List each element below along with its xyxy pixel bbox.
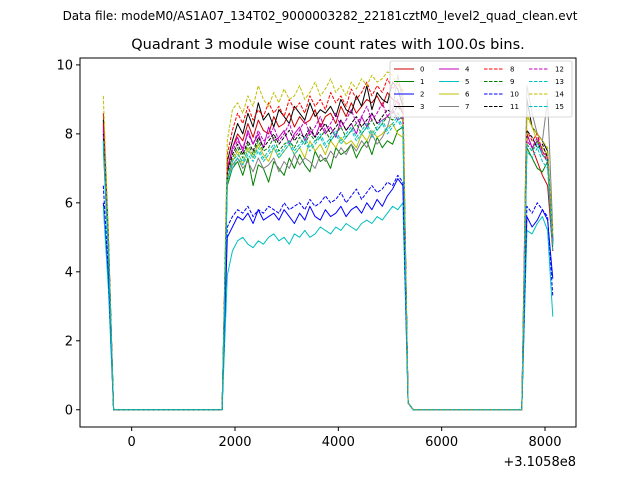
series-line-10 <box>102 174 554 411</box>
series-line-15 <box>102 116 554 411</box>
series-line-9 <box>102 112 554 411</box>
legend-label-11: 11 <box>510 103 519 111</box>
legend-box <box>389 60 573 118</box>
series-line-12 <box>102 98 554 411</box>
x-tick-label: 8000 <box>528 435 561 450</box>
series-line-1 <box>102 126 554 411</box>
series-line-14 <box>102 71 554 411</box>
series-line-3 <box>102 81 554 411</box>
x-axis: 0 2000 4000 6000 8000 <box>128 427 562 450</box>
x-tick-label: 6000 <box>425 435 458 450</box>
y-tick-label: 8 <box>65 127 73 142</box>
legend-label-13: 13 <box>555 78 564 86</box>
x-tick-label: 0 <box>128 435 136 450</box>
axes-frame <box>79 57 577 428</box>
y-tick-label: 2 <box>65 334 73 349</box>
y-tick-label: 10 <box>56 58 73 73</box>
chart-title: Quadrant 3 module wise count rates with … <box>131 37 525 53</box>
legend-label-4: 4 <box>465 66 470 74</box>
chart-suptitle: Data file: modeM0/AS1A07_134T02_90000032… <box>63 9 578 23</box>
legend-label-5: 5 <box>465 78 469 86</box>
series-line-11 <box>102 105 554 411</box>
series-line-4 <box>102 109 554 411</box>
legend-label-7: 7 <box>465 103 469 111</box>
legend-label-2: 2 <box>420 91 424 99</box>
series-line-7 <box>102 74 554 411</box>
legend-label-9: 9 <box>510 78 514 86</box>
y-tick-label: 6 <box>65 196 73 211</box>
x-offset-label: +3.1058e8 <box>503 455 576 470</box>
legend-label-0: 0 <box>420 66 424 74</box>
series-line-6 <box>102 112 554 411</box>
series-line-2 <box>102 178 554 411</box>
series-line-8 <box>102 78 554 411</box>
y-tick-label: 4 <box>65 265 73 280</box>
y-tick-label: 0 <box>65 403 73 418</box>
legend-label-15: 15 <box>555 103 564 111</box>
plot-area <box>102 71 554 411</box>
legend-label-3: 3 <box>420 103 424 111</box>
legend-label-8: 8 <box>510 66 514 74</box>
legend-label-14: 14 <box>555 91 564 99</box>
legend-label-10: 10 <box>510 91 519 99</box>
legend-label-6: 6 <box>465 91 470 99</box>
series-line-5 <box>102 202 554 411</box>
x-tick-label: 2000 <box>218 435 251 450</box>
legend-label-12: 12 <box>555 66 564 74</box>
y-axis: 0 2 4 6 8 10 <box>56 58 80 418</box>
legend-label-1: 1 <box>420 78 424 86</box>
x-tick-label: 4000 <box>322 435 355 450</box>
